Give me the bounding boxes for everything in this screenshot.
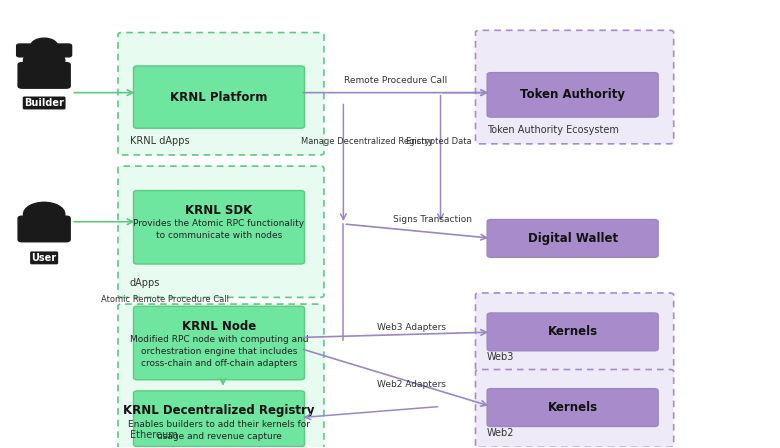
Text: Manage Decentralized Registry: Manage Decentralized Registry (300, 137, 433, 146)
Text: Kernels: Kernels (548, 325, 597, 338)
FancyBboxPatch shape (133, 391, 304, 447)
FancyBboxPatch shape (488, 389, 658, 426)
Text: KRNL dApps: KRNL dApps (129, 136, 190, 146)
Text: Builder: Builder (24, 98, 64, 108)
FancyBboxPatch shape (476, 293, 674, 371)
Text: KRNL Platform: KRNL Platform (170, 90, 268, 103)
Text: Web2: Web2 (488, 428, 515, 439)
Text: Web2 Adapters: Web2 Adapters (377, 380, 446, 389)
Circle shape (23, 49, 65, 73)
Text: KRNL Decentralized Registry: KRNL Decentralized Registry (123, 404, 315, 417)
Text: Atomic Remote Procedure Call: Atomic Remote Procedure Call (101, 295, 229, 304)
Text: Web3: Web3 (488, 352, 515, 362)
FancyBboxPatch shape (476, 30, 674, 144)
Text: Modified RPC node with computing and
orchestration engine that includes
cross-ch: Modified RPC node with computing and orc… (129, 335, 308, 368)
FancyBboxPatch shape (118, 304, 324, 448)
FancyBboxPatch shape (16, 44, 72, 57)
FancyBboxPatch shape (18, 216, 70, 242)
Text: Encrypted Data: Encrypted Data (406, 137, 471, 146)
Text: Token Authority Ecosystem: Token Authority Ecosystem (488, 125, 619, 135)
FancyBboxPatch shape (488, 220, 658, 257)
Text: Token Authority: Token Authority (520, 88, 625, 101)
Text: KRNL Node: KRNL Node (182, 320, 256, 333)
Text: Remote Procedure Call: Remote Procedure Call (344, 76, 448, 85)
Text: Web3 Adapters: Web3 Adapters (377, 323, 446, 332)
Text: Provides the Atomic RPC functionality
to communicate with nodes: Provides the Atomic RPC functionality to… (133, 220, 304, 240)
FancyBboxPatch shape (133, 306, 304, 380)
Text: User: User (31, 253, 57, 263)
FancyBboxPatch shape (488, 73, 658, 117)
Text: Digital Wallet: Digital Wallet (527, 232, 618, 245)
FancyBboxPatch shape (18, 63, 70, 88)
Text: Enables builders to add their kernels for
usage and revenue capture: Enables builders to add their kernels fo… (128, 420, 310, 440)
Circle shape (23, 202, 65, 226)
Text: Signs Transaction: Signs Transaction (393, 215, 472, 224)
Text: Ethereum: Ethereum (129, 430, 177, 440)
FancyBboxPatch shape (476, 370, 674, 448)
Circle shape (31, 38, 58, 53)
Text: KRNL SDK: KRNL SDK (186, 204, 253, 217)
FancyBboxPatch shape (133, 66, 304, 128)
Text: Kernels: Kernels (548, 401, 597, 414)
FancyBboxPatch shape (133, 190, 304, 264)
Text: dApps: dApps (129, 279, 160, 289)
FancyBboxPatch shape (118, 33, 324, 155)
FancyBboxPatch shape (118, 166, 324, 297)
FancyBboxPatch shape (488, 313, 658, 351)
